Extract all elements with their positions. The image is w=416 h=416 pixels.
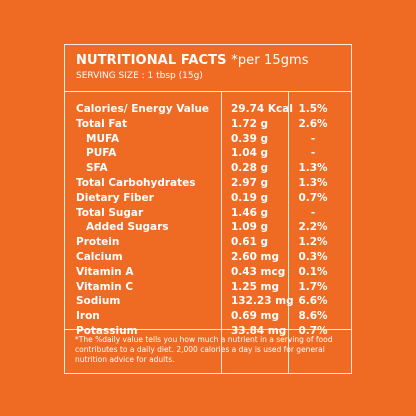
nutrient-daily-value: 1.3% bbox=[298, 176, 328, 189]
nutrient-daily-value: 1.3% bbox=[298, 162, 328, 175]
nutrient-daily-value: 0.3% bbox=[298, 250, 328, 263]
nutrient-amount: 132.23 mg bbox=[231, 295, 294, 308]
nutrient-amount: 1.09 g bbox=[231, 221, 269, 234]
serving-size: SERVING SIZE : 1 tbsp (15g) bbox=[76, 71, 203, 81]
nutrient-name: Iron bbox=[76, 310, 100, 323]
nutrient-amount: 29.74 Kcal bbox=[231, 103, 293, 115]
nutrient-daily-value: 2.6% bbox=[298, 117, 328, 130]
nutrient-daily-value: - bbox=[310, 206, 316, 219]
nutrient-name: Sodium bbox=[76, 295, 121, 308]
nutrient-daily-value: 0.7% bbox=[298, 324, 328, 337]
nutrient-amount: 0.28 g bbox=[231, 162, 269, 175]
nutrient-row: Calcium 2.60 mg 0.3% bbox=[76, 250, 346, 265]
nutrient-amount: 0.69 mg bbox=[231, 310, 280, 323]
nutrient-name: Total Sugar bbox=[76, 206, 144, 219]
nutrient-name: MUFA bbox=[86, 132, 120, 145]
nutrient-daily-value: 1.7% bbox=[298, 280, 328, 293]
column-divider-amount bbox=[221, 91, 222, 374]
nutrient-row: Total Fat 1.72 g 2.6% bbox=[76, 117, 346, 132]
nutrient-amount: 33.84 mg bbox=[231, 324, 287, 337]
nutrient-name: Total Fat bbox=[76, 117, 128, 130]
nutrient-name: Calcium bbox=[76, 250, 123, 263]
nutrient-name: Potassium bbox=[76, 324, 138, 337]
nutrient-table: Calories/ Energy Value 29.74 Kcal 1.5% Tot… bbox=[76, 102, 346, 339]
nutrient-row: Vitamin A 0.43 mcg 0.1% bbox=[76, 265, 346, 280]
nutrient-amount: 0.39 g bbox=[231, 132, 269, 145]
nutrient-row: PUFA 1.04 g - bbox=[76, 146, 346, 161]
nutrient-daily-value: - bbox=[310, 147, 316, 160]
nutrient-row: Sodium 132.23 mg 6.6% bbox=[76, 294, 346, 309]
title-main: NUTRITIONAL FACTS bbox=[76, 53, 227, 68]
nutrition-facts-panel: NUTRITIONAL FACTS *per 15gms SERVING SIZ… bbox=[64, 44, 352, 374]
nutrient-row: Total Sugar 1.46 g - bbox=[76, 206, 346, 221]
nutrient-amount: 1.46 g bbox=[231, 206, 269, 219]
nutrient-name: Dietary Fiber bbox=[76, 191, 154, 204]
nutrient-daily-value: 8.6% bbox=[298, 310, 328, 323]
header-divider bbox=[65, 91, 351, 92]
nutrient-row: Potassium 33.84 mg 0.7% bbox=[76, 324, 346, 339]
nutrient-row: Added Sugars 1.09 g 2.2% bbox=[76, 220, 346, 235]
nutrient-name: Calories/ Energy Value bbox=[76, 103, 210, 115]
nutrient-amount: 0.19 g bbox=[231, 191, 269, 204]
nutrient-name: PUFA bbox=[86, 147, 117, 160]
nutrient-daily-value: 0.1% bbox=[298, 265, 328, 278]
nutrient-row: Vitamin C 1.25 mg 1.7% bbox=[76, 280, 346, 295]
nutrient-daily-value: 2.2% bbox=[298, 221, 328, 234]
panel-title: NUTRITIONAL FACTS *per 15gms bbox=[76, 53, 309, 68]
nutrient-name: Added Sugars bbox=[86, 221, 169, 234]
nutrient-row: Protein 0.61 g 1.2% bbox=[76, 235, 346, 250]
nutrient-name: Vitamin C bbox=[76, 280, 134, 293]
title-suffix: *per 15gms bbox=[231, 53, 309, 68]
nutrient-amount: 2.60 mg bbox=[231, 250, 280, 263]
daily-value-footnote: *The %daily value tells you how much a n… bbox=[75, 335, 333, 364]
nutrient-daily-value: 0.7% bbox=[298, 191, 328, 204]
nutrient-name: Total Carbohydrates bbox=[76, 176, 196, 189]
nutrient-row: SFA 0.28 g 1.3% bbox=[76, 161, 346, 176]
nutrient-amount: 1.04 g bbox=[231, 147, 269, 160]
nutrient-amount: 0.43 mcg bbox=[231, 265, 286, 278]
footer-divider bbox=[65, 329, 351, 330]
nutrient-amount: 0.61 g bbox=[231, 236, 269, 249]
nutrient-row: MUFA 0.39 g - bbox=[76, 132, 346, 147]
nutrient-row: Dietary Fiber 0.19 g 0.7% bbox=[76, 191, 346, 206]
nutrient-amount: 2.97 g bbox=[231, 176, 269, 189]
nutrient-name: SFA bbox=[86, 162, 108, 175]
nutrient-row: Calories/ Energy Value 29.74 Kcal 1.5% bbox=[76, 102, 346, 117]
nutrient-amount: 1.25 mg bbox=[231, 280, 280, 293]
column-divider-dv bbox=[288, 91, 289, 374]
nutrient-row: Iron 0.69 mg 8.6% bbox=[76, 309, 346, 324]
nutrient-daily-value: 1.2% bbox=[298, 236, 328, 249]
nutrient-amount: 1.72 g bbox=[231, 117, 269, 130]
nutrient-name: Vitamin A bbox=[76, 265, 134, 278]
nutrient-daily-value: 6.6% bbox=[298, 295, 328, 308]
nutrient-row: Total Carbohydrates 2.97 g 1.3% bbox=[76, 176, 346, 191]
nutrient-name: Protein bbox=[76, 236, 120, 249]
nutrient-daily-value: 1.5% bbox=[298, 103, 328, 115]
nutrient-daily-value: - bbox=[310, 132, 316, 145]
